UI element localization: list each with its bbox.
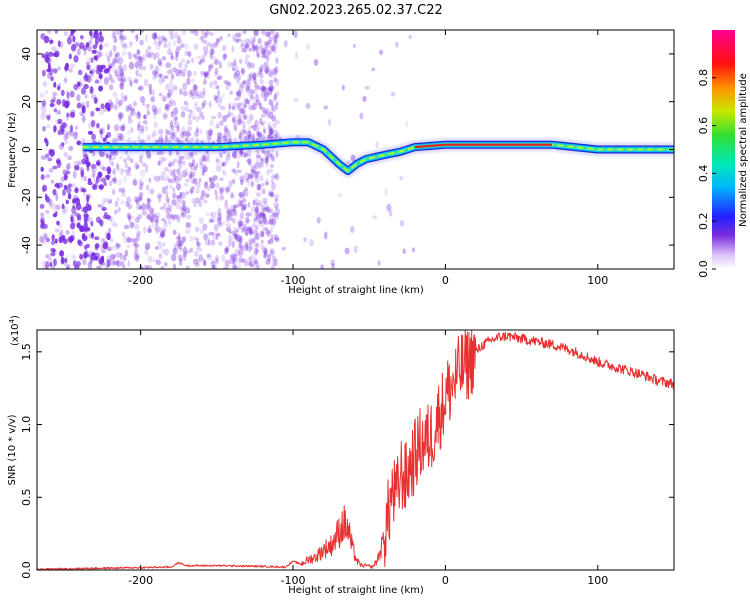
spectrogram-x-ticks: -200 -100 0 100	[128, 30, 608, 287]
spectrogram-x-axis-label: Height of straight line (km)	[288, 285, 424, 296]
spectrogram-y-tick-label: 20	[20, 95, 33, 109]
snr-frame	[36, 329, 675, 571]
spectrogram-y-tick-label: 0	[20, 146, 33, 153]
colorbar-ticks: 0.0 0.2 0.4 0.6 0.8	[697, 69, 716, 278]
snr-series-line	[37, 330, 674, 570]
snr-y-tick-label: 1.5	[20, 343, 33, 361]
colorbar: 0.0 0.2 0.4 0.6 0.8 Normalized spectral ampl…	[697, 30, 749, 278]
snr-panel: -200 -100 0 100 0.0 0.5 1.0 1.5 Height of stra…	[7, 315, 675, 596]
colorbar-tick-label: 0.0	[697, 260, 710, 278]
spectrogram-y-tick-label: -40	[20, 236, 33, 254]
colorbar-tick-label: 0.4	[697, 165, 710, 183]
snr-y-tick-label: 1.0	[20, 416, 33, 434]
snr-x-tick-label: 100	[587, 574, 608, 587]
snr-y-multiplier: (x104)	[8, 315, 21, 346]
spectrogram-x-tick-label: 0	[442, 274, 449, 287]
snr-y-tick-label: 0.5	[20, 489, 33, 507]
spectrogram-area	[39, 30, 674, 269]
colorbar-tick-label: 0.2	[697, 212, 710, 230]
snr-y-tick-label: 0.0	[20, 561, 33, 579]
chart-title: GN02.2023.265.02.37.C22	[269, 3, 443, 18]
spectrogram-x-tick-label: -100	[281, 274, 306, 287]
colorbar-gradient	[712, 30, 735, 269]
snr-y-multiplier-base: (x10	[10, 323, 21, 346]
frequency-track	[82, 135, 674, 178]
spectrogram-x-tick-label: -200	[128, 274, 153, 287]
snr-x-ticks: -200 -100 0 100	[128, 330, 608, 587]
colorbar-label: Normalized spectral amplitude	[738, 73, 749, 227]
snr-y-ticks: 0.0 0.5 1.0 1.5	[20, 343, 674, 579]
snr-x-axis-label: Height of straight line (km)	[288, 585, 424, 596]
spectrogram-y-tick-label: -20	[20, 188, 33, 206]
spectrogram-y-axis-label: Frequency (Hz)	[7, 112, 18, 188]
noise-scatter	[39, 30, 416, 269]
snr-x-tick-label: -200	[128, 574, 153, 587]
spectrogram-y-ticks: -40 -20 0 20 40	[20, 47, 674, 254]
snr-x-tick-label: 0	[442, 574, 449, 587]
snr-y-axis-label: SNR (10 * v/v)	[7, 414, 18, 485]
colorbar-tick-label: 0.8	[697, 69, 710, 87]
snr-y-multiplier-exp: 4	[8, 318, 16, 323]
spectrogram-y-tick-label: 40	[20, 47, 33, 61]
colorbar-tick-label: 0.6	[697, 117, 710, 135]
spectrogram-x-tick-label: 100	[587, 274, 608, 287]
snr-x-tick-label: -100	[281, 574, 306, 587]
